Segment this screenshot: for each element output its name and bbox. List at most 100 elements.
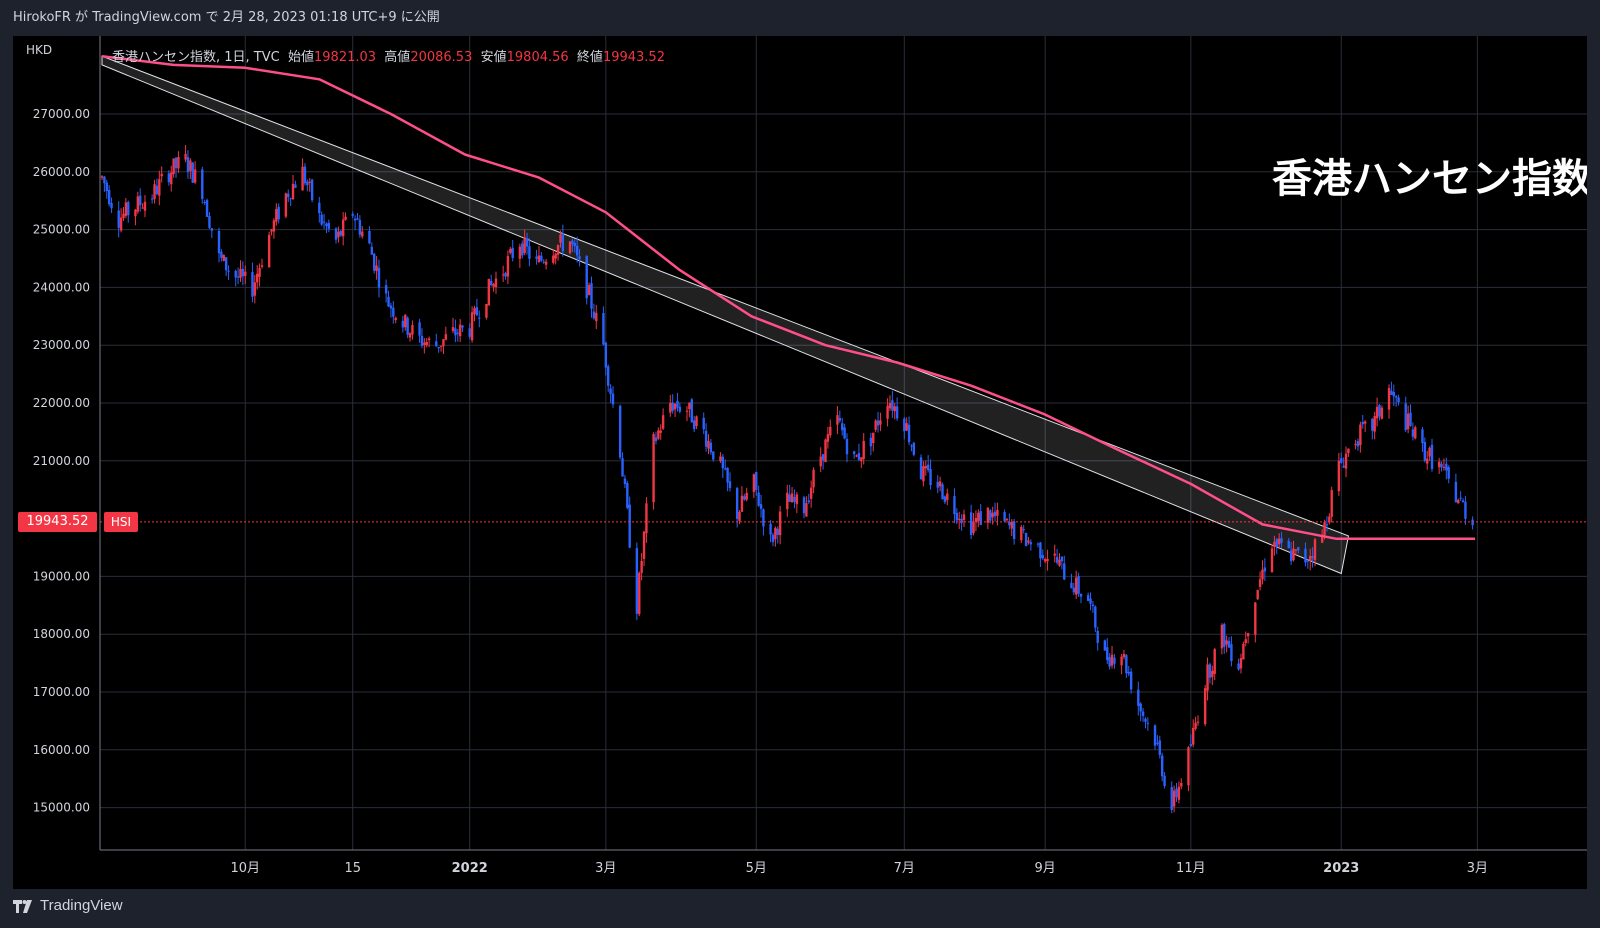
candle-body [473,308,476,315]
candle-body [673,403,677,410]
y-tick-label: 27000.00 [33,107,90,121]
candle-body [1428,447,1431,457]
candle-body [408,333,412,338]
candle-body [210,228,214,231]
candle-body [203,202,206,204]
candle-body [127,202,130,216]
candle-body [537,255,541,263]
candle-body [755,471,758,490]
candle-body [136,196,140,212]
y-tick-label: 23000.00 [33,338,90,352]
candle-body [1392,391,1395,397]
candle-body [1194,722,1197,729]
candle-body [301,166,304,191]
legend-symbol: 香港ハンセン指数, 1日, TVC [112,50,280,65]
candle-body [394,317,397,321]
candle-body [654,437,658,442]
candle-body [1125,655,1128,674]
candle-body [845,439,849,455]
candle-body [936,481,939,488]
candle-body [869,437,873,447]
candle-body [1225,640,1228,645]
candle-body [989,510,992,521]
candle-body [389,305,393,309]
candle-body [676,400,679,408]
y-tick-label: 18000.00 [33,627,90,641]
chart-frame[interactable] [13,36,1587,889]
candle-body [1096,631,1099,643]
x-tick-label: 9月 [1035,861,1056,876]
candle-body [540,255,543,261]
candle-body [941,484,944,500]
candle-body [879,420,882,425]
candle-body [1230,644,1233,662]
candle-body [922,466,925,482]
tradingview-brand[interactable]: TradingView [40,897,123,914]
candle-body [511,247,514,259]
candle-body [339,230,342,236]
candle-body [425,341,428,346]
candle-body [373,253,376,271]
candle-body [743,496,746,500]
candle-body [1457,499,1460,504]
candle-body [611,393,615,405]
candle-body [1108,657,1111,667]
candle-body [124,202,128,216]
candle-body [1020,526,1023,541]
candle-body [1277,538,1281,545]
candle-body [1306,560,1310,562]
candle-body [143,201,147,211]
x-tick-label: 11月 [1176,861,1206,876]
footer-bar [0,889,1600,928]
candle-body [1258,579,1262,587]
candle-body [702,417,705,430]
candle-body [1440,463,1443,468]
candle-body [1127,672,1130,674]
candle-body [678,406,682,412]
candle-body [270,229,273,232]
candle-body [490,280,493,286]
candle-body [1297,547,1300,551]
candle-body [193,169,197,183]
candle-body [310,179,314,201]
candle-body [1089,598,1092,604]
candle-body [829,426,832,436]
candle-body [1024,532,1028,546]
candle-body [919,457,923,480]
candle-body [1371,418,1374,431]
candle-body [1203,688,1207,725]
candle-body [392,307,395,317]
candle-body [236,276,240,278]
candle-body [776,528,779,535]
candle-body [1008,522,1011,526]
candle-body [860,457,863,462]
candle-body [506,256,510,277]
candle-body [893,406,896,412]
candle-body [1187,747,1190,786]
candle-body [595,312,598,322]
tradingview-logo-icon[interactable] [13,899,33,915]
candle-body [575,245,579,256]
candle-body [960,518,963,524]
candle-body [759,504,763,509]
candle-body [1430,444,1434,470]
x-tick-label: 2022 [452,861,488,876]
candle-body [821,454,825,461]
candle-body [1189,744,1193,746]
candle-body [478,317,481,319]
candle-body [110,203,113,209]
publish-line: HirokoFR が TradingView.com で 2月 28, 2023… [13,10,440,25]
publish-header: HirokoFR が TradingView.com で 2月 28, 2023… [0,0,1600,36]
candle-body [158,179,161,196]
candle-body [1378,404,1381,417]
candle-body [1313,539,1317,561]
candle-body [1175,788,1178,798]
candle-body [838,417,842,421]
candle-body [809,487,813,499]
candle-body [738,511,741,521]
candle-body [587,285,591,295]
candle-body [1170,787,1173,810]
candle-body [325,223,328,227]
chart-legend[interactable]: 香港ハンセン指数, 1日, TVC 始値19821.03 高値20086.53 … [112,46,665,65]
